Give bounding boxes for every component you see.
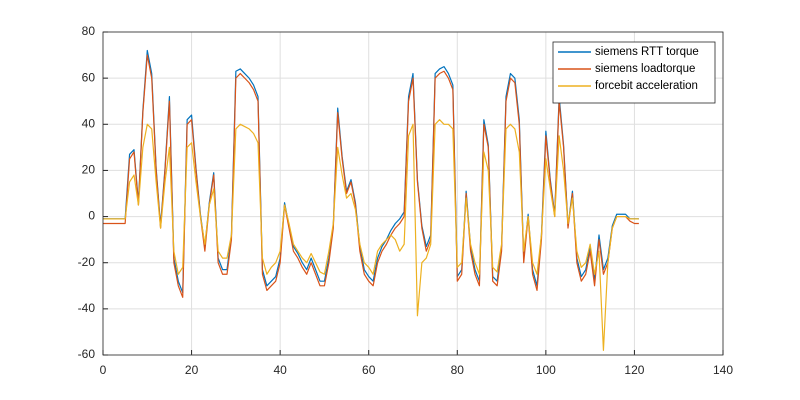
x-tick-label: 80	[451, 363, 465, 377]
x-tick-label: 100	[536, 363, 556, 377]
y-tick-label: 80	[82, 24, 96, 38]
y-tick-label: -20	[78, 255, 96, 269]
y-tick-label: 20	[82, 163, 96, 177]
y-tick-label: -40	[78, 301, 96, 315]
x-tick-label: 40	[273, 363, 287, 377]
series-line	[103, 54, 639, 298]
x-tick-label: 20	[185, 363, 199, 377]
y-tick-label: -60	[78, 347, 96, 361]
x-tick-label: 60	[362, 363, 376, 377]
y-tick-label: 60	[82, 70, 96, 84]
legend-label: forcebit acceleration	[595, 80, 698, 92]
y-tick-label: 0	[88, 209, 95, 223]
legend-label: siemens RTT torque	[595, 46, 699, 58]
legend-label: siemens loadtorque	[595, 63, 695, 75]
x-tick-label: 140	[713, 363, 733, 377]
series-line	[103, 119, 639, 351]
axes-box	[102, 31, 724, 356]
x-tick-label: 0	[100, 363, 107, 377]
y-tick-label: 40	[82, 116, 96, 130]
legend: siemens RTT torque siemens loadtorque forc…	[552, 41, 716, 104]
x-tick-label: 120	[624, 363, 644, 377]
